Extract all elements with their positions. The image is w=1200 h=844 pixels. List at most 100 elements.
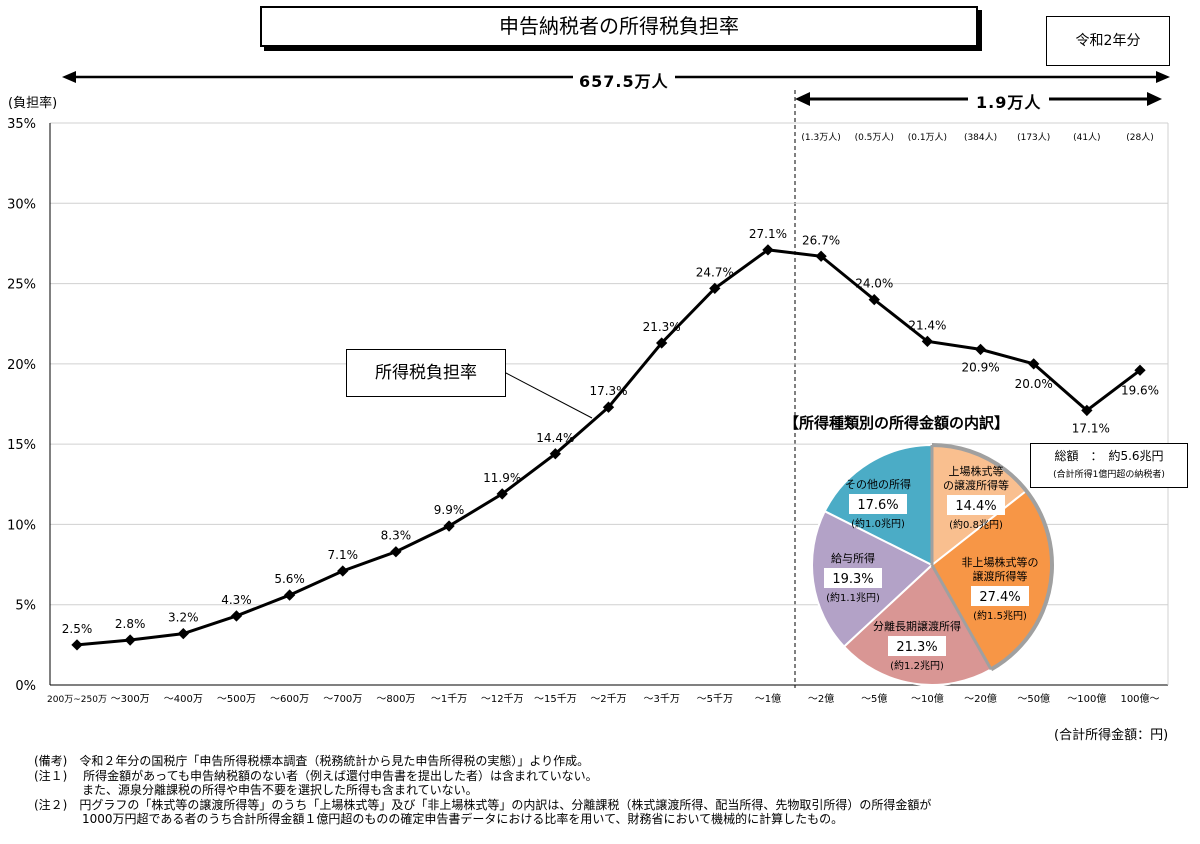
- pie-slice-pct: 27.4%: [979, 590, 1020, 605]
- data-point: [709, 282, 721, 295]
- x-tick-label: ～5億: [861, 692, 887, 705]
- pie-total-box: 総額 ： 約5.6兆円 (合計所得1億円超の納税者): [1030, 443, 1188, 488]
- data-label: 3.2%: [168, 611, 199, 625]
- y-tick-label: 15%: [7, 438, 36, 453]
- data-label: 21.3%: [643, 320, 681, 334]
- data-point: [974, 343, 987, 356]
- y-tick-label: 5%: [15, 599, 36, 614]
- pie-slice-pct: 17.6%: [857, 498, 898, 513]
- data-point: [496, 488, 508, 500]
- total-count-label: 657.5万人: [573, 68, 675, 92]
- data-label: 24.0%: [855, 277, 893, 291]
- stock-group-outline: [931, 443, 1054, 672]
- y-tick-label: 30%: [7, 197, 36, 212]
- data-label: 27.1%: [749, 227, 787, 241]
- data-label: 14.4%: [536, 431, 574, 445]
- group-count-label: (173人): [1017, 132, 1050, 143]
- pie-pct-box: [824, 568, 882, 588]
- pie-total-sub: (合計所得1億円超の納税者): [1053, 470, 1165, 480]
- series-callout: 所得税負担率: [346, 349, 506, 397]
- group-count-label: (41人): [1073, 132, 1100, 143]
- pie-pct-box: [849, 494, 907, 514]
- pie-slice-amount: (約1.1兆円): [826, 591, 880, 604]
- x-tick-label: ～12千万: [481, 693, 524, 705]
- data-point: [230, 610, 243, 622]
- x-tick-label: ～100億: [1067, 692, 1106, 705]
- pie-slice-name: 譲渡所得等: [973, 569, 1028, 583]
- data-point: [1028, 358, 1040, 370]
- note-line: (注１) 所得金額があっても申告納税額のない者（例えば還付申告書を提出した者）は…: [34, 768, 598, 783]
- x-tick-label: ～15千万: [534, 693, 577, 705]
- pie-slice-amount: (約0.8兆円): [949, 518, 1003, 531]
- data-label: 20.9%: [961, 360, 999, 374]
- data-label: 17.3%: [589, 384, 627, 398]
- y-tick-label: 20%: [7, 358, 36, 373]
- data-label: 19.6%: [1121, 383, 1159, 397]
- y-axis-label: (負担率): [8, 96, 58, 111]
- y-tick-label: 10%: [7, 518, 36, 533]
- pie-slice-name: 分離長期譲渡所得: [873, 619, 961, 633]
- data-label: 26.7%: [802, 233, 840, 247]
- pie-slice: [842, 563, 993, 686]
- data-point: [602, 401, 615, 413]
- top-count-label: 1.9万人: [968, 89, 1050, 113]
- group-count-label: (0.1万人): [908, 132, 947, 143]
- data-point: [815, 250, 827, 262]
- data-point: [443, 520, 455, 532]
- note-line: (備考) 令和２年分の国税庁「申告所得税標本調査（税務統計から見た申告所得税の実…: [34, 754, 590, 768]
- year-label: 令和2年分: [1046, 16, 1170, 66]
- data-label: 11.9%: [483, 471, 521, 485]
- x-tick-label: ～1億: [755, 692, 781, 705]
- x-tick-label: ～700万: [323, 694, 362, 705]
- pie-slice-name: その他の所得: [845, 478, 911, 491]
- group-count-label: (28人): [1126, 132, 1153, 143]
- pie-title: 【所得種類別の所得金額の内訳】: [784, 414, 1010, 432]
- x-tick-label: ～800万: [376, 694, 415, 705]
- data-point: [549, 448, 562, 460]
- pie-slice-amount: (約1.2兆円): [890, 659, 944, 672]
- x-unit-label: (合計所得金額：円): [1054, 728, 1169, 743]
- stock-group-outline: [930, 564, 993, 671]
- x-tick-label: ～2億: [808, 692, 834, 705]
- note-line: 1000万円超である者のうち合計所得金額１億円超のものの確定申告書データにおける…: [34, 812, 844, 827]
- data-point: [921, 335, 934, 348]
- note-line: また、源泉分離課税の所得や申告不要を選択した所得も含まれていない。: [34, 783, 478, 798]
- x-tick-label: ～1千万: [431, 693, 467, 705]
- group-count-label: (384人): [964, 132, 997, 143]
- data-point: [762, 244, 774, 256]
- data-point: [124, 634, 136, 646]
- x-tick-label: ～3千万: [643, 693, 679, 705]
- data-label: 17.1%: [1072, 421, 1110, 435]
- x-tick-label: ～600万: [270, 694, 309, 705]
- pie-slice-amount: (約1.0兆円): [851, 517, 905, 530]
- data-point: [283, 589, 296, 601]
- x-tick-label: ～400万: [164, 694, 203, 705]
- data-label: 4.3%: [221, 593, 252, 607]
- pie-slice-amount: (約1.5兆円): [973, 609, 1027, 622]
- x-tick-label: ～10億: [911, 692, 944, 705]
- callout-leader: [503, 371, 593, 419]
- x-tick-label: 200万~250万: [47, 695, 107, 705]
- data-label: 20.0%: [1015, 377, 1053, 391]
- pie-slice-pct: 21.3%: [896, 640, 937, 655]
- data-point: [71, 639, 83, 651]
- footnotes: (備考) 令和２年分の国税庁「申告所得税標本調査（税務統計から見た申告所得税の実…: [34, 754, 1194, 827]
- x-tick-label: ～50億: [1017, 692, 1050, 705]
- x-tick-label: ～5千万: [697, 693, 733, 705]
- pie-slice-name: 非上場株式等の: [962, 555, 1039, 569]
- x-tick-label: ～500万: [217, 694, 256, 705]
- data-label: 21.4%: [908, 318, 946, 332]
- data-label: 8.3%: [381, 529, 412, 543]
- chart-title: 申告納税者の所得税負担率: [260, 6, 978, 47]
- data-point: [337, 565, 349, 577]
- data-label: 5.6%: [274, 572, 305, 586]
- pie-total-label: 総額 ： 約5.6兆円: [1054, 449, 1164, 463]
- pie-slice-name: の譲渡所得等: [943, 478, 1009, 492]
- x-tick-label: 100億～: [1120, 692, 1159, 705]
- group-count-label: (0.5万人): [855, 132, 894, 143]
- data-point: [1081, 404, 1093, 417]
- group-count-label: (1.3万人): [801, 132, 840, 143]
- data-label: 7.1%: [328, 548, 359, 562]
- data-label: 2.8%: [115, 617, 146, 631]
